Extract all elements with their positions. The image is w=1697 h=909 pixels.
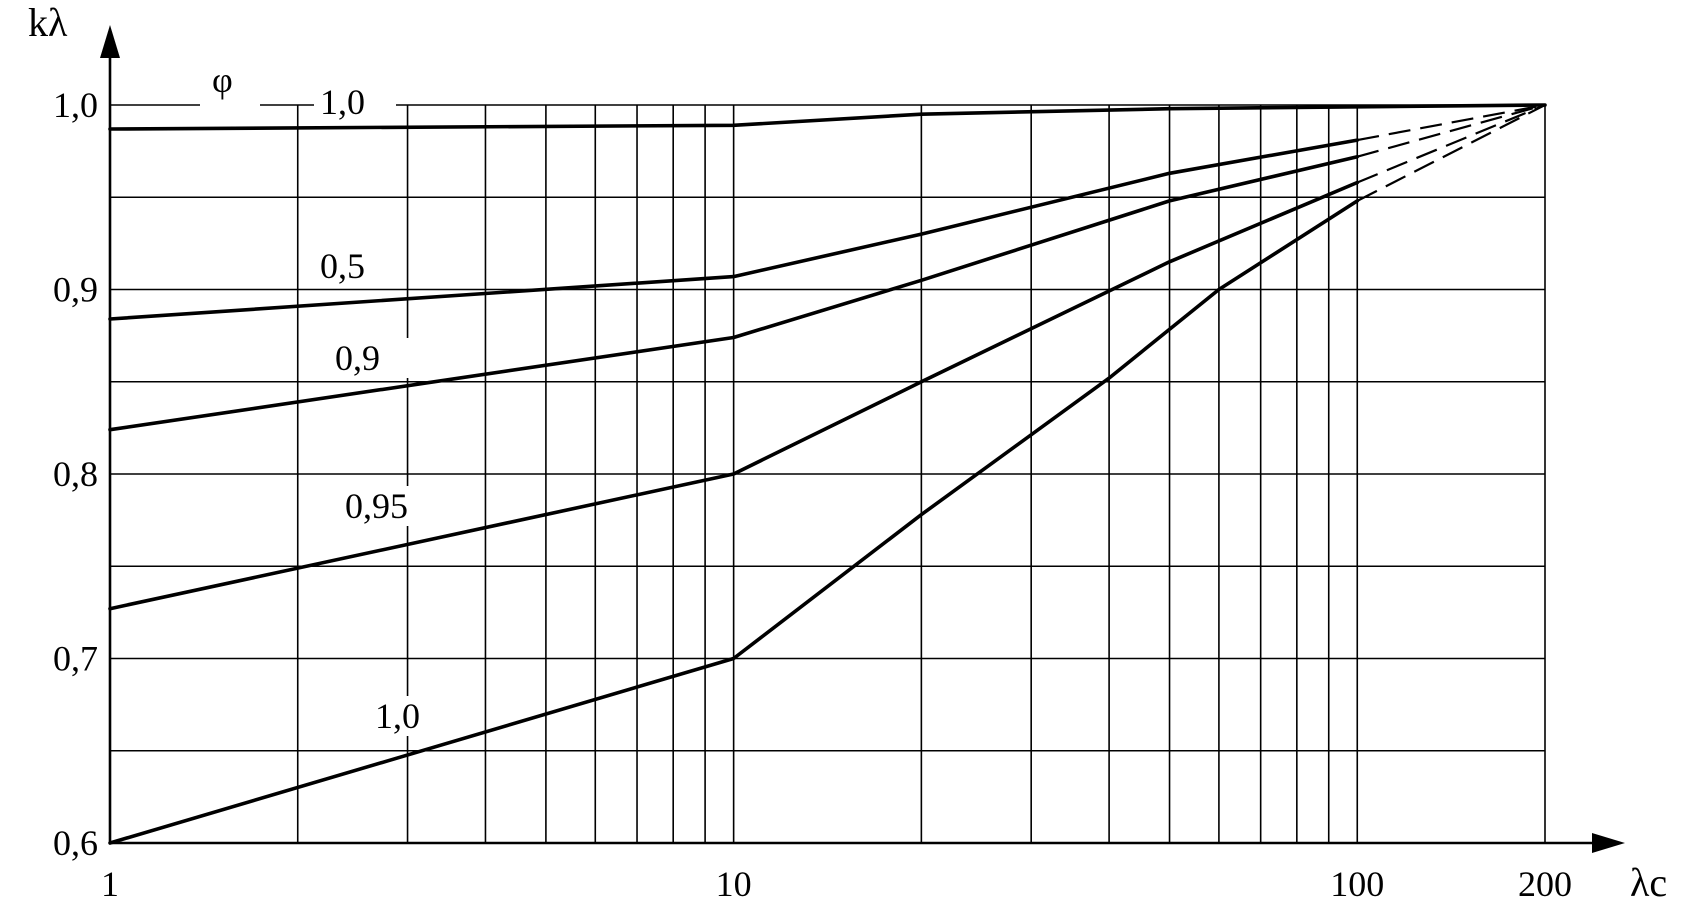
- curve-label-2: 0,9: [335, 338, 380, 378]
- y-tick-label: 0,6: [53, 823, 98, 863]
- y-axis-title: kλ: [28, 0, 68, 45]
- y-tick-label: 0,8: [53, 454, 98, 494]
- x-tick-label: 10: [716, 864, 752, 904]
- x-tick-label: 100: [1330, 864, 1384, 904]
- series-line-1-extrapolation: [1357, 103, 1546, 142]
- y-tick-labels: 0,6 0,7 0,8 0,9 1,0: [53, 85, 98, 863]
- x-tick-labels: 1 10 100 200: [101, 864, 1572, 904]
- x-axis-title: λc: [1630, 860, 1667, 905]
- x-tick-label: 200: [1518, 864, 1572, 904]
- legend-title: φ: [212, 60, 233, 100]
- curve-label-mask: [329, 338, 411, 378]
- curve-labels: 1,0 0,5 0,9 0,95 1,0: [314, 82, 451, 736]
- y-tick-label: 1,0: [53, 85, 98, 125]
- grid-horizontal-lines: [110, 104, 1545, 844]
- curve-label-mask: [314, 246, 396, 286]
- x-axis-arrow: [1592, 833, 1625, 853]
- y-axis-arrow: [100, 25, 120, 58]
- curve-label-mask: [314, 82, 396, 122]
- series-line-2: [108, 154, 1360, 432]
- curve-label-mask: [339, 486, 439, 526]
- series-line-4: [108, 199, 1360, 845]
- curve-label-4: 1,0: [375, 696, 420, 736]
- curve-label-mask: [369, 696, 451, 736]
- series-line-1: [108, 138, 1360, 321]
- series-line-3-extrapolation: [1356, 103, 1546, 184]
- curve-label-1: 0,5: [320, 246, 365, 286]
- series-line-0: [108, 103, 1547, 131]
- series-line-2-extrapolation: [1357, 103, 1546, 158]
- axes: [100, 25, 1625, 853]
- series-curves: [108, 103, 1547, 845]
- legend-title-mask: [200, 60, 260, 106]
- curve-label-0: 1,0: [320, 82, 365, 122]
- x-tick-label: 1: [101, 864, 119, 904]
- y-tick-label: 0,7: [53, 639, 98, 679]
- y-tick-label: 0,9: [53, 270, 98, 310]
- series-line-3: [108, 180, 1360, 611]
- curve-label-3: 0,95: [345, 486, 408, 526]
- series-line-4-extrapolation: [1356, 104, 1546, 202]
